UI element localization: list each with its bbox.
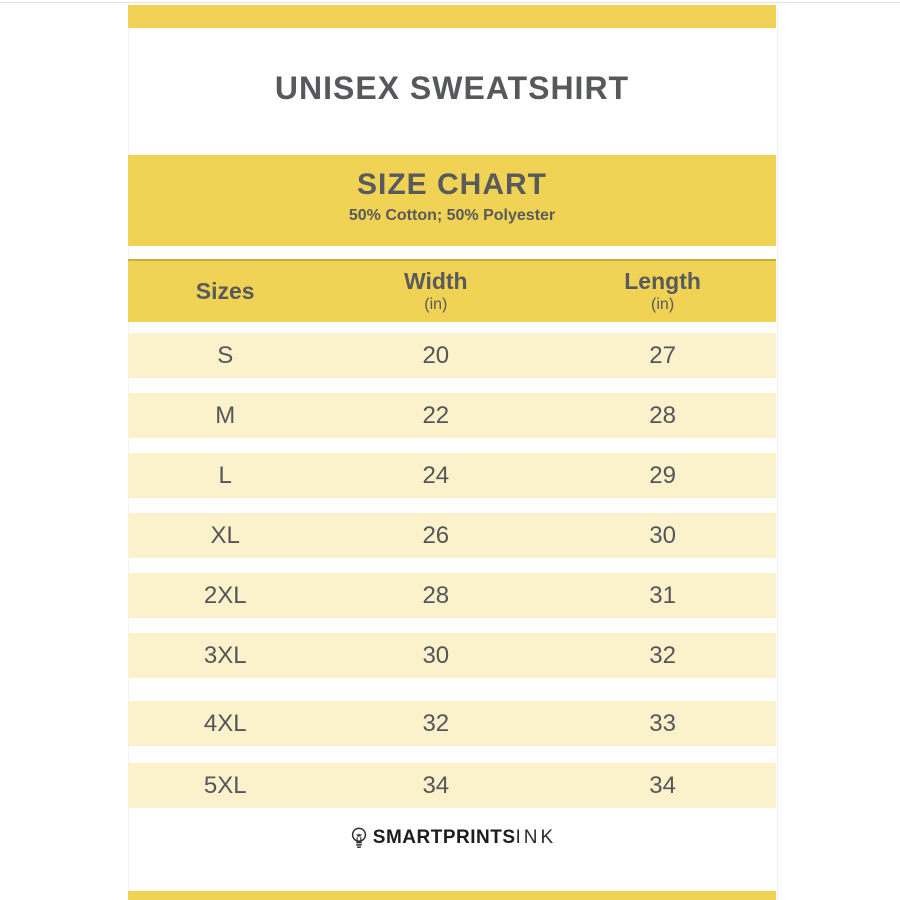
column-header-length: Length (in) [549,268,776,314]
table-row-3xl: 3XL 30 32 [128,633,776,678]
cell-length: 31 [649,581,676,609]
table-header-row: Sizes Width (in) Length (in) [128,259,776,322]
bottom-accent-bar [128,891,776,900]
cell-size: 5XL [203,771,247,799]
cell-width: 24 [422,461,450,489]
cell-size: S [217,341,234,369]
table-row-4xl: 4XL 32 33 [128,701,776,746]
column-header-length-label: Length [624,268,701,295]
cell-width: 34 [422,771,450,799]
lightbulb-icon [351,827,366,848]
cell-length: 33 [649,709,676,737]
cell-width: 28 [422,581,450,609]
cell-size: 4XL [203,709,247,737]
table-row-5xl: 5XL 34 34 [128,763,776,808]
cell-width: 26 [422,521,450,549]
column-header-length-unit: (in) [651,296,675,314]
cell-length: 32 [649,641,676,669]
cell-length: 29 [649,461,676,489]
brand-name-secondary: INK [515,827,557,848]
cell-length: 30 [649,521,676,549]
cell-size: M [215,401,236,429]
table-row-l: L 24 29 [128,453,776,498]
size-chart-banner: SIZE CHART 50% Cotton; 50% Polyester [128,155,776,246]
brand-logo: SMARTPRINTS INK [128,824,776,852]
top-hairline [0,2,900,3]
cell-length: 28 [649,401,676,429]
top-accent-bar [128,5,776,28]
column-header-width-label: Width [403,268,468,295]
cell-width: 22 [422,401,450,429]
table-row-s: S 20 27 [128,333,776,378]
cell-size: XL [210,521,240,549]
column-header-width: Width (in) [322,268,549,314]
cell-width: 32 [422,709,450,737]
table-row-m: M 22 28 [128,393,776,438]
column-header-width-unit: (in) [424,296,448,314]
page-title: UNISEX SWEATSHIRT [274,70,630,106]
table-row-xl: XL 26 30 [128,513,776,558]
size-chart-heading: SIZE CHART [357,168,547,201]
brand-name-primary: SMARTPRINTS [372,827,516,848]
column-header-sizes: Sizes [195,277,255,304]
cell-width: 20 [422,341,450,369]
cell-length: 34 [649,771,676,799]
cell-size: 3XL [203,641,247,669]
size-table-body: S 20 27 M 22 28 L 24 29 XL 26 30 2XL 28 … [128,333,776,823]
fabric-composition-text: 50% Cotton; 50% Polyester [348,207,556,224]
cell-width: 30 [422,641,450,669]
table-row-2xl: 2XL 28 31 [128,573,776,618]
cell-size: 2XL [203,581,247,609]
cell-size: L [218,461,232,489]
cell-length: 27 [649,341,676,369]
